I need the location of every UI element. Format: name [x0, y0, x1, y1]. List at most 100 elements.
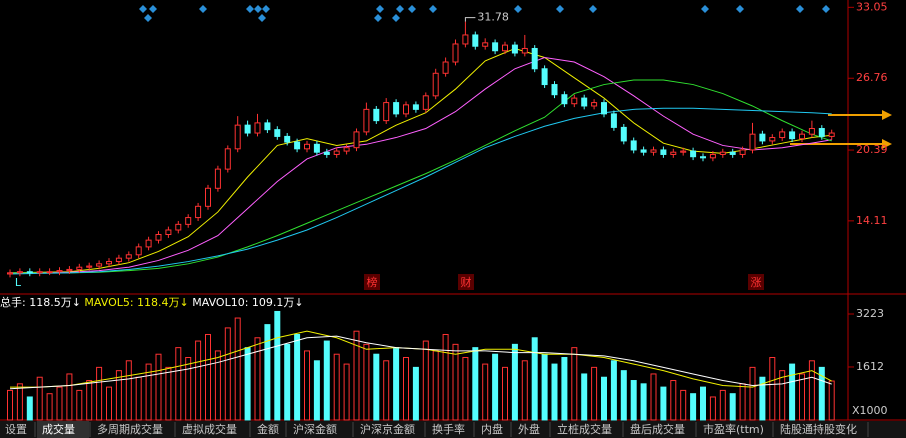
volume-bar [115, 370, 122, 421]
tab[interactable]: 市盈率(ttm) [703, 422, 764, 436]
candle-body [304, 143, 310, 150]
candle-body [700, 156, 706, 159]
volume-bar [551, 363, 558, 421]
moving-average [10, 79, 832, 274]
tab[interactable]: 盘后成交量 [630, 422, 685, 436]
tab[interactable]: 内盘 [481, 422, 503, 436]
candle-body [581, 97, 588, 107]
candle-body [244, 124, 251, 134]
candle-body [175, 223, 182, 231]
volume-bar [66, 373, 73, 421]
volume-bar [799, 373, 805, 421]
legend-entry: MAVOL5: 118.4万↓ [84, 296, 188, 309]
candle-body [808, 128, 815, 135]
volume-bar [581, 373, 588, 421]
candle-body [492, 42, 499, 52]
tab[interactable]: 外盘 [518, 422, 540, 436]
candle-body [323, 151, 330, 155]
signal-diamond [149, 5, 157, 13]
volume-bar [502, 366, 508, 421]
tab[interactable]: 设置 [5, 423, 27, 436]
candle-body [799, 133, 805, 140]
volume-bar [660, 386, 667, 421]
volume-bar [155, 353, 162, 421]
signal-diamond [139, 5, 147, 13]
tab[interactable]: 沪深金额 [293, 422, 337, 436]
moving-average [10, 56, 832, 274]
moving-average [9, 107, 832, 275]
candle-body [234, 124, 241, 150]
candle-body [412, 104, 419, 110]
volume-bar [620, 370, 627, 421]
volume-bar [808, 360, 815, 421]
signal-diamond [392, 14, 400, 22]
candle-body [16, 271, 23, 274]
tab[interactable]: 换手率 [432, 422, 465, 436]
candle-body [620, 126, 627, 142]
signal-diamond [374, 14, 382, 22]
volume-bar [373, 353, 380, 421]
volume-bar [106, 386, 112, 421]
candle-body [66, 268, 73, 272]
signal-diamond [408, 5, 416, 13]
candle-body [601, 102, 607, 115]
tab[interactable]: 虚拟成交量 [182, 422, 237, 436]
volume-bar [313, 360, 320, 421]
candle-body [294, 141, 301, 150]
volume-bar [244, 347, 251, 421]
signal-diamond [396, 5, 404, 13]
signal-diamond [144, 14, 152, 22]
event-marker: 涨 [751, 276, 762, 289]
volume-bar [165, 366, 172, 421]
candle-body [205, 187, 211, 207]
tab[interactable]: 金额 [257, 422, 279, 436]
candle-body [363, 108, 370, 133]
event-marker: 榜 [367, 275, 378, 289]
tab[interactable]: 立桩成交量 [557, 422, 612, 436]
volume-bar [432, 350, 439, 421]
volume-bar [412, 366, 419, 421]
candle-body [650, 149, 657, 153]
tab-bar [0, 421, 906, 438]
candle-body [502, 44, 508, 52]
candle-body [185, 217, 192, 225]
candle-body [115, 257, 122, 263]
volume-bar [749, 366, 756, 421]
candle-body [7, 272, 13, 275]
candle-body [660, 149, 667, 155]
y-tick-label: 20.39 [856, 143, 888, 156]
candle-body [432, 72, 439, 97]
volume-bar [294, 333, 301, 421]
tab[interactable]: 沪深京金额 [360, 422, 415, 436]
candle-body [680, 150, 687, 153]
volume-bar [601, 376, 607, 421]
volume-bar [284, 343, 291, 421]
volume-bar [482, 363, 489, 421]
volume-bar [56, 386, 63, 421]
volume-bar [46, 393, 53, 421]
volume-bar [224, 327, 231, 421]
tab[interactable]: 陆股通持股变化 [780, 422, 857, 436]
volume-bar [729, 393, 736, 421]
candle-body [571, 97, 578, 105]
legend-entry: MAVOL10: 109.1万↓ [192, 296, 303, 309]
tab[interactable]: 成交量 [42, 422, 75, 436]
volume-bar [610, 360, 617, 421]
volume-bar [462, 357, 469, 421]
candle-body [195, 205, 202, 219]
candle-body [719, 151, 726, 155]
signal-diamond [258, 14, 266, 22]
event-marker-box [458, 274, 474, 290]
signal-diamond [376, 5, 384, 13]
candle-body [145, 239, 152, 248]
signal-diamond [556, 5, 564, 13]
volume-bar [185, 357, 192, 421]
volume-bar [561, 357, 568, 421]
tab[interactable]: 多周期成交量 [97, 422, 163, 436]
volume-bar [333, 353, 340, 421]
unit-label: X1000 [852, 404, 888, 417]
volume-bar [254, 337, 261, 421]
y-tick-label: 26.76 [856, 71, 888, 84]
volume-bar [709, 396, 716, 421]
